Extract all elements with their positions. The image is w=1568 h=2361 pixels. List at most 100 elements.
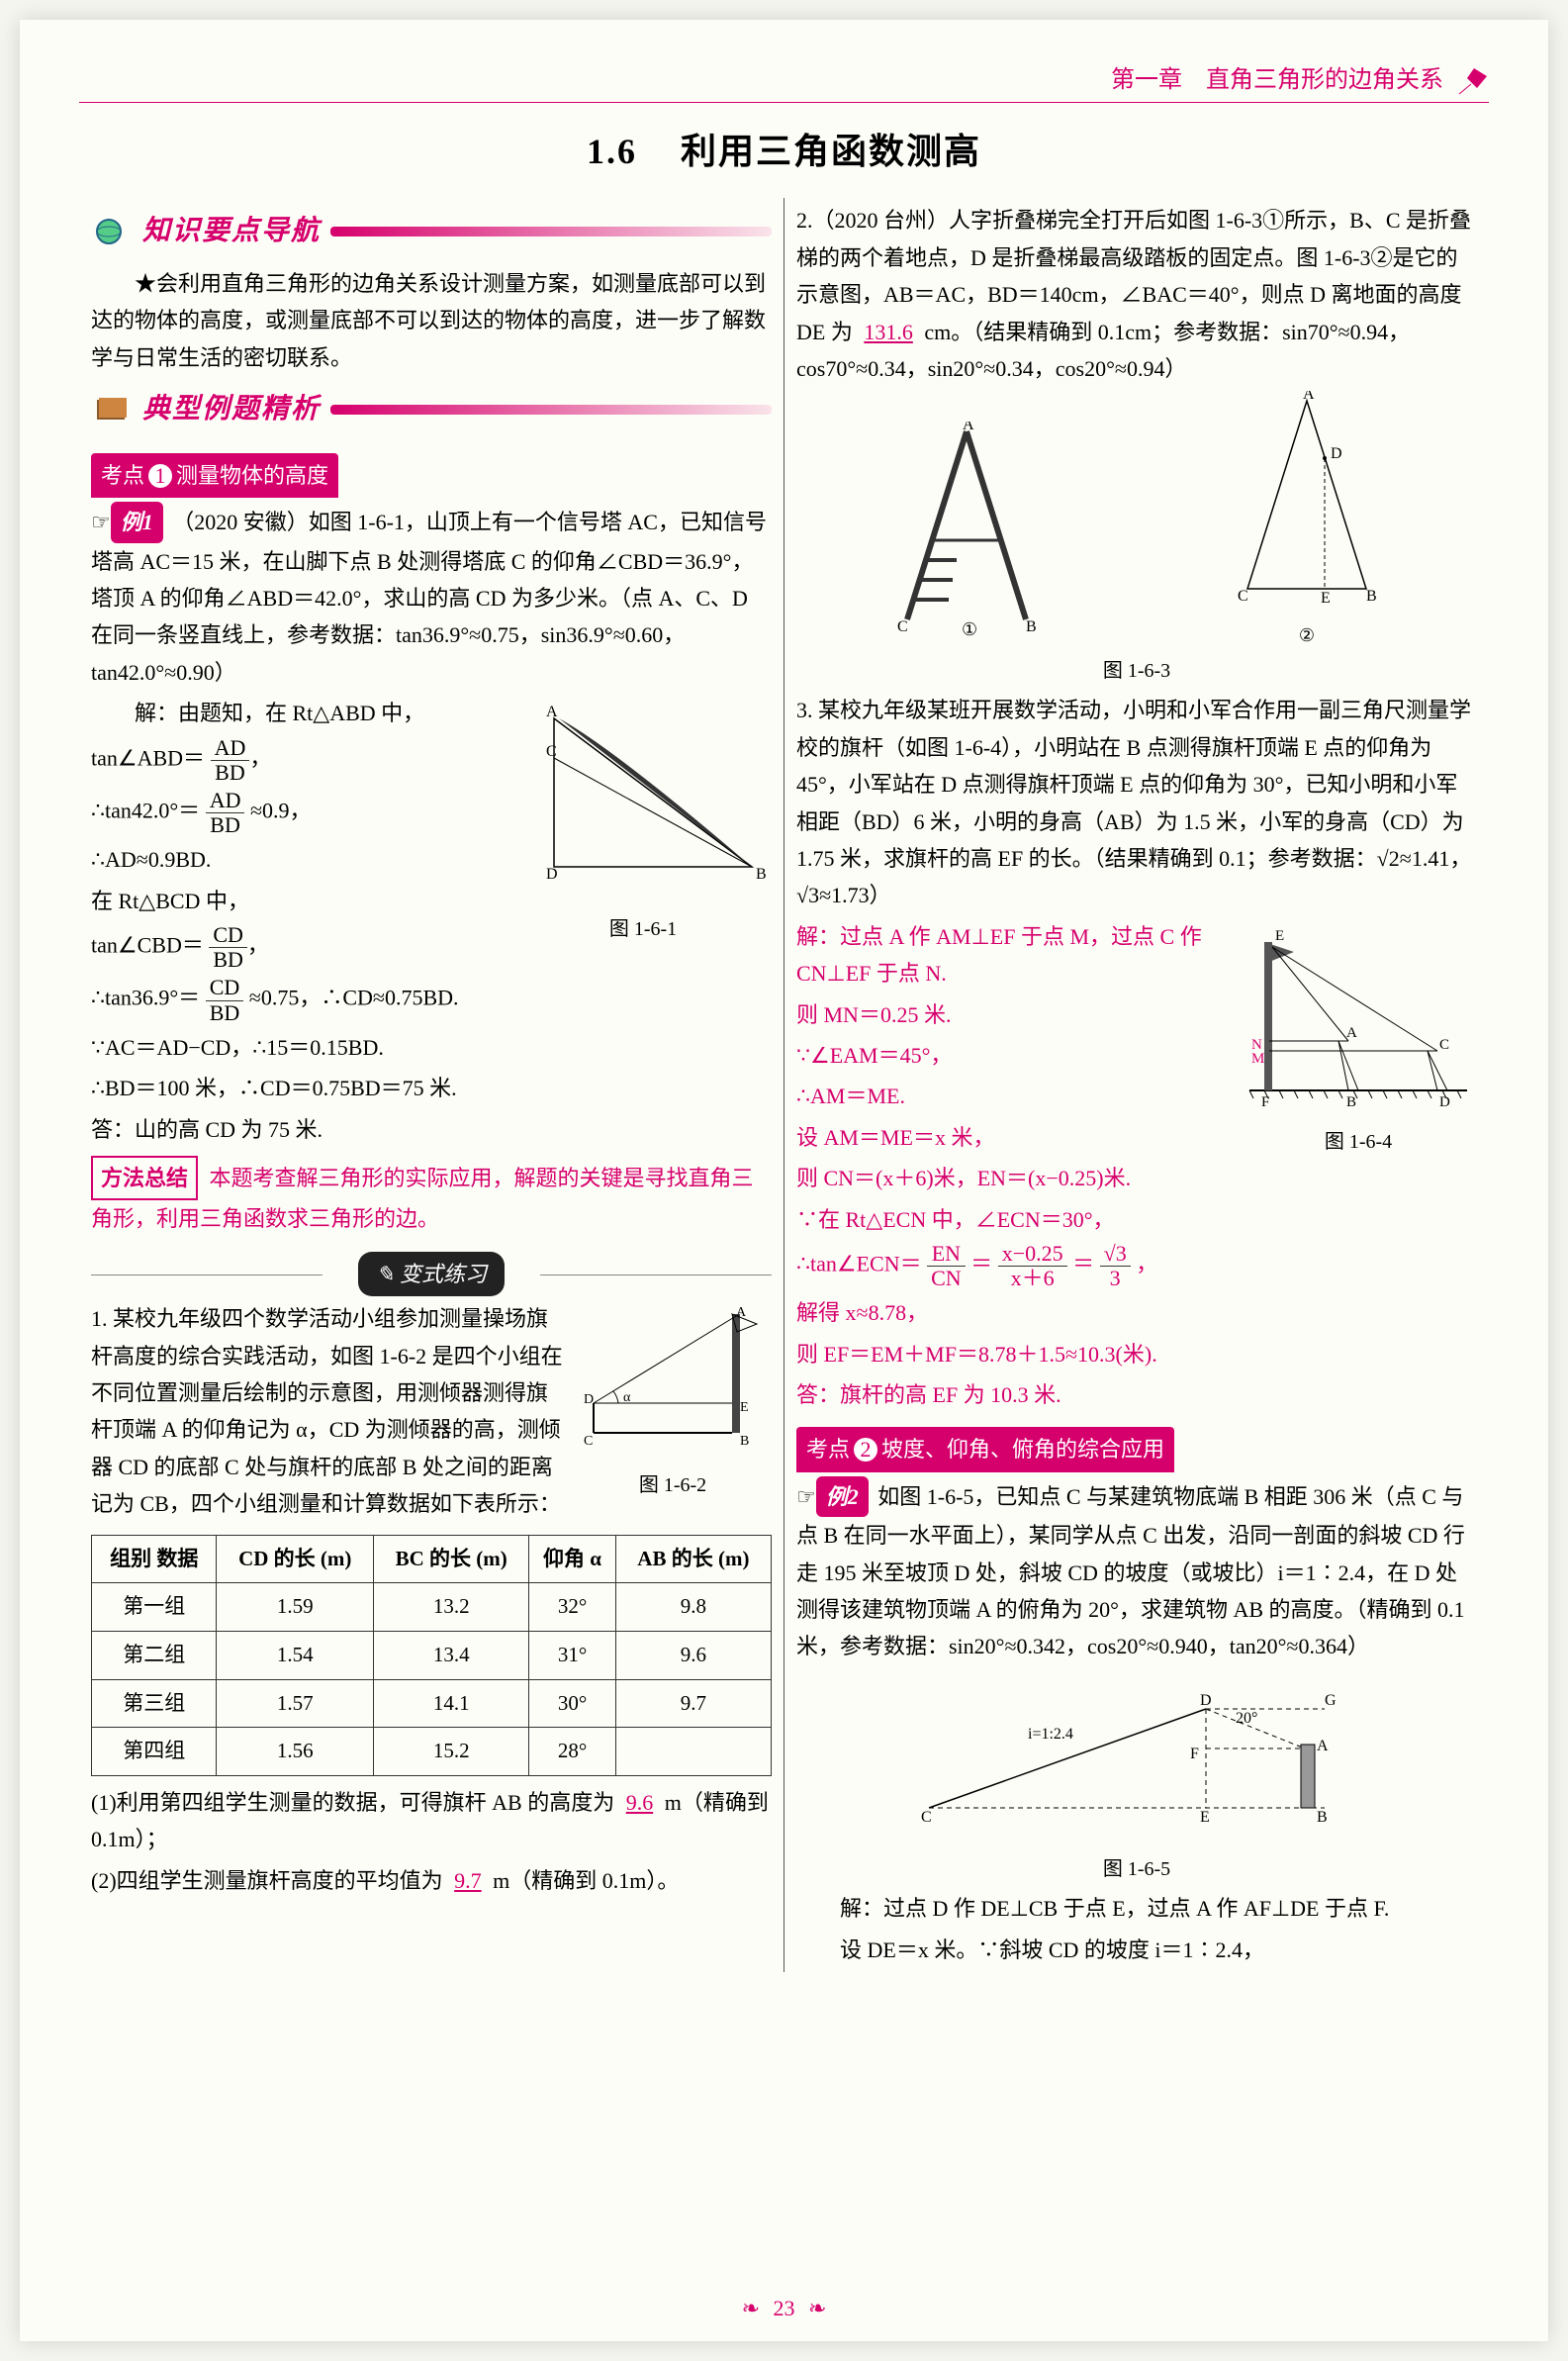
variant-1-q2: (2)四组学生测量旗杆高度的平均值为 9.7 m（精确到 0.1m）。 — [91, 1862, 772, 1899]
fig-caption: 图 1-6-3 — [796, 654, 1477, 688]
table-row: 第四组1.5615.228° — [92, 1728, 772, 1776]
circled-2: ② — [1208, 620, 1406, 651]
example-1: ☞例1 （2020 安徽）如图 1-6-1，山顶上有一个信号塔 AC，已知信号塔… — [91, 502, 772, 691]
kaodian-num: 2 — [854, 1438, 877, 1462]
globe-icon — [91, 214, 135, 249]
table-row: 第一组1.5913.232°9.8 — [92, 1583, 772, 1632]
figure-1-6-5: i=1:2.4 20° C D G F E A B 图 1-6-5 — [796, 1669, 1477, 1886]
figure-1-6-2: α A D C E B 图 1-6-2 — [574, 1304, 772, 1501]
solution-1-block: A C D B 图 1-6-1 解：由题知，在 Rt△ABD 中， tan∠AB… — [91, 695, 772, 1152]
table-cell: 9.8 — [615, 1583, 771, 1632]
sol1-line: ∴tan36.9°＝ CDBD ≈0.75，∴CD≈0.75BD. — [91, 976, 772, 1024]
example-label: 例2 — [816, 1476, 869, 1517]
svg-text:A: A — [736, 1305, 747, 1320]
kaodian-2: 考点2坡度、仰角、俯角的综合应用 — [796, 1427, 1174, 1471]
svg-text:C: C — [921, 1809, 932, 1826]
svg-text:C: C — [546, 743, 557, 760]
sol1-line: 答：山的高 CD 为 75 米. — [91, 1111, 772, 1148]
svg-text:A: A — [1303, 391, 1315, 403]
th: AB 的长 (m) — [615, 1535, 771, 1583]
page-number-value: 23 — [774, 2296, 795, 2320]
fraction: √33 — [1100, 1242, 1131, 1290]
svg-text:M: M — [1251, 1051, 1264, 1067]
answer-blank: 131.6 — [858, 320, 919, 344]
answer-blank: 9.6 — [620, 1790, 660, 1815]
sol1-line: ∴BD＝100 米，∴CD＝0.75BD＝75 米. — [91, 1070, 772, 1106]
hand-icon: ☞ — [91, 510, 111, 534]
kaodian-label: 考点 — [101, 463, 144, 488]
svg-text:C: C — [897, 618, 908, 635]
svg-text:C: C — [1439, 1037, 1449, 1053]
chapter-title: 第一章 直角三角形的边角关系 — [1111, 67, 1443, 93]
example-2-text: 如图 1-6-5，已知点 C 与某建筑物底端 B 相距 306 米（点 C 与点… — [796, 1484, 1465, 1659]
page: 第一章 直角三角形的边角关系 1.6 利用三角函数测高 知识要点导航 ★会利用直… — [20, 20, 1548, 2341]
table-cell: 第四组 — [92, 1728, 217, 1776]
svg-text:A: A — [1346, 1025, 1357, 1041]
table-row: 第三组1.5714.130°9.7 — [92, 1679, 772, 1728]
method-summary: 方法总结 本题考查解三角形的实际应用，解题的关键是寻找直角三角形，利用三角函数求… — [91, 1156, 772, 1238]
svg-text:D: D — [1439, 1094, 1450, 1110]
svg-text:①: ① — [962, 619, 977, 639]
kaodian-1: 考点1测量物体的高度 — [91, 453, 338, 498]
svg-text:E: E — [1275, 928, 1284, 944]
svg-text:D: D — [546, 866, 558, 883]
example-1-text: （2020 安徽）如图 1-6-1，山顶上有一个信号塔 AC，已知信号塔高 AC… — [91, 510, 767, 685]
svg-text:D: D — [1200, 1692, 1212, 1709]
table-cell: 1.56 — [217, 1728, 374, 1776]
figure-1-6-4: E N M F A B C D 图 1-6-4 — [1240, 922, 1477, 1159]
table-cell: 28° — [529, 1728, 615, 1776]
svg-text:A: A — [1317, 1738, 1329, 1754]
svg-text:D: D — [1331, 445, 1342, 462]
section-title: 1.6 利用三角函数测高 — [79, 123, 1489, 174]
fraction: ADBD — [211, 736, 250, 785]
angle-label: 20° — [1236, 1710, 1257, 1727]
svg-text:B: B — [1346, 1094, 1356, 1110]
sol3-line: 则 CN＝(x＋6)米，EN＝(x−0.25)米. — [796, 1160, 1477, 1196]
svg-text:B: B — [1026, 618, 1037, 635]
table-header-row: 组别 数据 CD 的长 (m) BC 的长 (m) 仰角 α AB 的长 (m) — [92, 1535, 772, 1583]
svg-text:F: F — [1261, 1094, 1269, 1110]
ladder-diagram: A D C B E ② — [1208, 391, 1406, 650]
svg-text:G: G — [1325, 1692, 1337, 1709]
chapter-header: 第一章 直角三角形的边角关系 — [79, 59, 1489, 103]
sol2-line: 解：过点 D 作 DE⊥CB 于点 E，过点 A 作 AF⊥DE 于点 F. — [796, 1890, 1477, 1927]
sol2-line: 设 DE＝x 米。∵斜坡 CD 的坡度 i＝1∶2.4， — [796, 1932, 1477, 1968]
right-column: 2.（2020 台州）人字折叠梯完全打开后如图 1-6-3①所示，B、C 是折叠… — [784, 198, 1489, 1971]
svg-text:E: E — [1321, 590, 1331, 607]
heading-text: 知识要点导航 — [142, 208, 321, 255]
table-cell: 9.6 — [615, 1631, 771, 1679]
svg-text:B: B — [1317, 1809, 1328, 1826]
fig-caption: 图 1-6-1 — [514, 912, 772, 946]
table-row: 第二组1.5413.431°9.6 — [92, 1631, 772, 1679]
table-cell: 13.4 — [374, 1631, 529, 1679]
kaodian-title: 测量物体的高度 — [176, 463, 328, 488]
table-cell: 31° — [529, 1631, 615, 1679]
content-columns: 知识要点导航 ★会利用直角三角形的边角关系设计测量方案，如测量底部可以到达的物体… — [79, 198, 1489, 1971]
hand-icon: ☞ — [796, 1484, 816, 1509]
ornament-icon: ❧ — [742, 2296, 760, 2320]
table-cell: 第三组 — [92, 1679, 217, 1728]
th: BC 的长 (m) — [374, 1535, 529, 1583]
sol3-line: 解得 x≈8.78， — [796, 1294, 1477, 1331]
th: 仰角 α — [529, 1535, 615, 1583]
kite-icon — [1449, 66, 1489, 96]
svg-text:B: B — [740, 1434, 749, 1449]
fig-caption: 图 1-6-4 — [1240, 1125, 1477, 1159]
data-table: 组别 数据 CD 的长 (m) BC 的长 (m) 仰角 α AB 的长 (m)… — [91, 1535, 772, 1776]
books-icon — [91, 392, 135, 427]
heading-knowledge: 知识要点导航 — [91, 208, 772, 255]
th: CD 的长 (m) — [217, 1535, 374, 1583]
sol1-line: ∵AC＝AD−CD，∴15＝0.15BD. — [91, 1029, 772, 1066]
table-cell: 第一组 — [92, 1583, 217, 1632]
heading-text: 典型例题精析 — [142, 386, 321, 433]
sol3-line: ∴tan∠ECN＝ ENCN ＝ x−0.25x＋6 ＝ √33 ， — [796, 1242, 1477, 1290]
kaodian-title: 坡度、仰角、俯角的综合应用 — [881, 1437, 1164, 1462]
example-2: ☞例2 如图 1-6-5，已知点 C 与某建筑物底端 B 相距 306 米（点 … — [796, 1476, 1477, 1665]
heading-bar — [330, 405, 772, 415]
table-cell: 32° — [529, 1583, 615, 1632]
svg-text:B: B — [756, 866, 767, 883]
svg-text:E: E — [1200, 1809, 1210, 1826]
variant-1-block: α A D C E B 图 1-6-2 1. 某校九年级四个数学活动小组参加测量… — [91, 1300, 772, 1526]
figure-1-6-1: A C D B 图 1-6-1 — [514, 699, 772, 945]
table-cell: 第二组 — [92, 1631, 217, 1679]
